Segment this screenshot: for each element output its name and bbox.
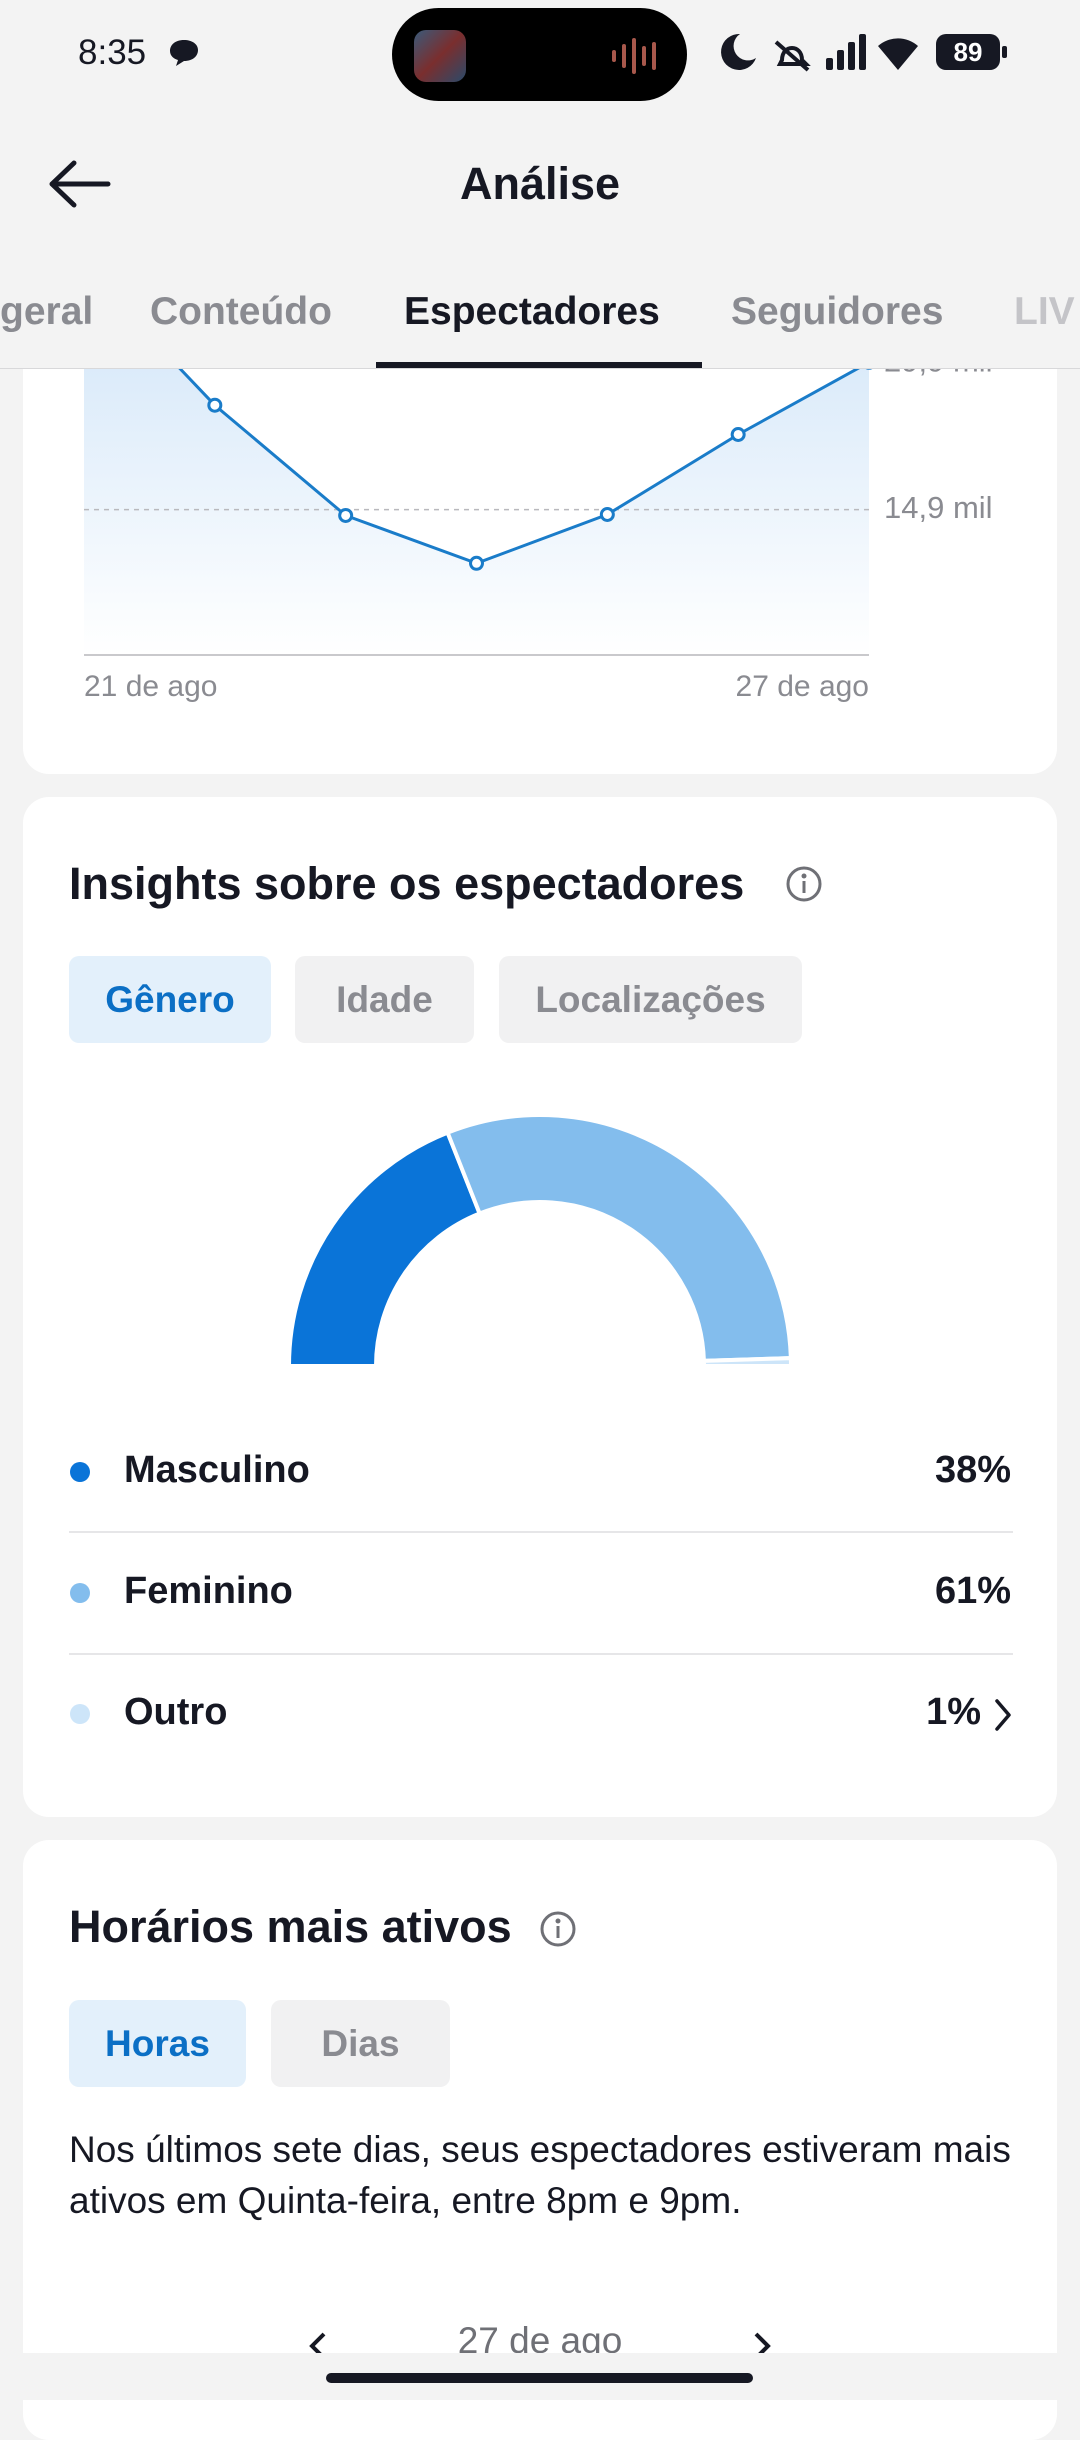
- donut-segment: [701, 1356, 794, 1368]
- page-title: Análise: [459, 158, 621, 209]
- status-time: 8:35: [78, 33, 147, 72]
- audio-wave: [612, 38, 656, 74]
- legend-label: Masculino: [124, 1449, 310, 1491]
- point: [730, 426, 746, 442]
- point: [207, 397, 223, 413]
- value-label: 61%: [935, 1570, 1011, 1612]
- app-thumbnail: [414, 30, 466, 82]
- legend-dot: [70, 1583, 90, 1603]
- donut-segment: [286, 1130, 483, 1368]
- tab[interactable]: Conteúdo: [150, 290, 332, 333]
- dynamic-island: [392, 8, 687, 101]
- active-times-card: [23, 1840, 1057, 2440]
- x-tick-label: 27 de ago: [736, 670, 869, 703]
- home-indicator: [326, 2373, 753, 2383]
- tab[interactable]: Seguidores: [731, 290, 944, 333]
- message-icon: [170, 40, 198, 66]
- point: [338, 507, 354, 523]
- tab-divider: [0, 368, 1080, 369]
- gender-chart: Masculino 38% Feminino 61% Outro 1%: [69, 1113, 1013, 1733]
- point: [469, 555, 484, 571]
- filter-pill[interactable]: Localizações: [499, 956, 802, 1043]
- summary-text: Nos últimos sete dias, seus espectadores…: [69, 2129, 1011, 2221]
- section-title: Horários mais ativos: [69, 1901, 512, 1952]
- section-title: Insights sobre os espectadores: [69, 858, 745, 909]
- legend-label: Outro: [124, 1691, 227, 1733]
- tab[interactable]: geral: [0, 290, 94, 333]
- legend-label: Feminino: [124, 1570, 293, 1612]
- line-chart: 14,9 mil 29,9 mil 21 de ago 27 de ago: [84, 343, 993, 703]
- value-label: 38%: [935, 1449, 1011, 1491]
- filter-pill[interactable]: Dias: [271, 2000, 450, 2087]
- info-icon[interactable]: [784, 864, 824, 904]
- info-icon[interactable]: [538, 1909, 578, 1949]
- legend-dot: [70, 1462, 90, 1482]
- tab[interactable]: LIV: [1014, 290, 1075, 333]
- y-tick-label: 14,9 mil: [884, 490, 993, 525]
- status-icons: [721, 33, 1007, 72]
- legend-dot: [70, 1704, 90, 1724]
- donut-segment: [445, 1113, 793, 1363]
- point: [599, 506, 615, 522]
- x-tick-label: 21 de ago: [84, 670, 217, 703]
- value-label: 1%: [926, 1691, 981, 1733]
- row-chevron[interactable]: [995, 1699, 1011, 1731]
- tab-indicator: [376, 362, 702, 368]
- filter-pill[interactable]: Idade: [295, 956, 474, 1043]
- filter-pill[interactable]: Horas: [69, 2000, 246, 2087]
- filter-pill[interactable]: Gênero: [69, 956, 271, 1043]
- tab[interactable]: Espectadores: [404, 290, 660, 333]
- area: [84, 369, 869, 655]
- y-tick-label: 29,9 mil: [884, 343, 993, 378]
- back-button[interactable]: [46, 160, 112, 208]
- top-bar: 8:35 89 Análise geral Conteúdo Espectado…: [0, 0, 1080, 369]
- nav-bar: [0, 2353, 1080, 2400]
- battery-level: 89: [953, 37, 983, 67]
